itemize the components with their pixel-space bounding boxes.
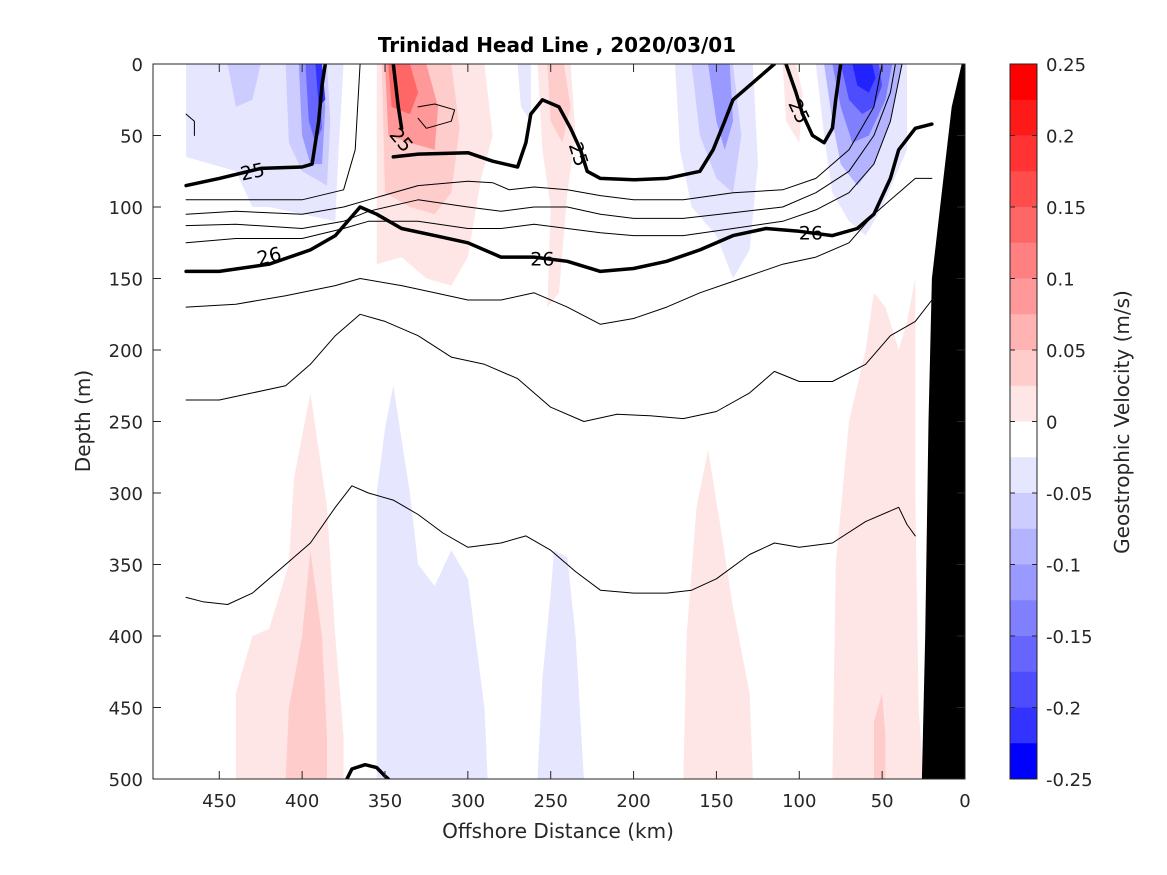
velocity-region-1 [227, 64, 261, 107]
x-tick-label-150: 150 [699, 791, 733, 812]
density-contour-2 [391, 64, 777, 182]
velocity-region-25 [376, 385, 488, 779]
x-tick-label-100: 100 [782, 791, 816, 812]
colorbar-level-1 [1010, 99, 1037, 136]
density-contour-0 [184, 64, 328, 188]
colorbar-label: Geostrophic Velocity (m/s) [1110, 290, 1134, 554]
colorbar-level-12 [1010, 493, 1037, 530]
y-tick-label-0: 0 [132, 55, 143, 76]
x-tick-label-300: 300 [451, 791, 485, 812]
colorbar-tick-label-4: 0.05 [1046, 341, 1086, 362]
x-tick-label-250: 250 [534, 791, 568, 812]
velocity-region-28 [832, 278, 924, 779]
y-tick-label-150: 150 [109, 270, 143, 291]
colorbar-tick-label-6: -0.05 [1046, 484, 1093, 505]
colorbar-level-4 [1010, 207, 1037, 244]
colorbar-level-13 [1010, 528, 1037, 565]
colorbar: 0.25 0.2 0.15 0.1 0.05 0 -0.05 -0.1 -0.15 -0.2 -0.… [1009, 55, 1134, 791]
colorbar-tick-label-7: -0.1 [1046, 556, 1081, 577]
y-tick-label-350: 350 [109, 556, 143, 577]
y-tick-label-450: 450 [109, 699, 143, 720]
velocity-region-12 [547, 64, 571, 143]
contour-label-text: 26 [530, 249, 554, 271]
density-contour-9 [185, 64, 903, 244]
colorbar-tick-label-9: -0.2 [1046, 699, 1081, 720]
chart-title: Trinidad Head Line , 2020/03/01 [378, 33, 736, 57]
velocity-region-27 [683, 450, 753, 779]
colorbar-level-3 [1010, 171, 1037, 208]
colorbar-level-18 [1010, 707, 1037, 744]
colorbar-tick-label-5: 0 [1046, 413, 1057, 434]
colorbar-level-6 [1010, 278, 1037, 315]
density-contour-11 [185, 177, 933, 325]
colorbar-tick-label-1: 0.2 [1046, 127, 1075, 148]
density-contour-14 [345, 762, 391, 779]
density-contour-7 [185, 64, 883, 215]
colorbar-tick-label-2: 0.15 [1046, 198, 1086, 219]
x-tick-label-50: 50 [871, 791, 894, 812]
contour-label-6: 26 [799, 223, 823, 245]
y-axis: 0 50 100 150 200 250 300 350 400 450 500 [109, 55, 965, 791]
y-tick-label-50: 50 [120, 127, 143, 148]
x-tick-label-450: 450 [202, 791, 236, 812]
colorbar-level-17 [1010, 671, 1037, 708]
density-contour-3 [784, 64, 843, 145]
colorbar-level-8 [1010, 350, 1037, 387]
y-axis-label: Depth (m) [71, 370, 95, 472]
velocity-region-17 [708, 64, 733, 150]
x-axis: 450 400 350 300 250 200 150 100 50 0 [202, 64, 971, 812]
velocity-region-29 [873, 693, 886, 779]
y-tick-label-400: 400 [109, 627, 143, 648]
colorbar-levels [1010, 64, 1037, 780]
colorbar-level-19 [1010, 743, 1037, 780]
density-contour-13 [185, 485, 916, 605]
colorbar-level-14 [1010, 564, 1037, 601]
y-tick-label-200: 200 [109, 341, 143, 362]
contour-label-text: 25 [238, 159, 266, 186]
y-tick-label-500: 500 [109, 770, 143, 791]
colorbar-level-5 [1010, 242, 1037, 279]
density-contour-6 [185, 64, 361, 201]
contour-label-5: 26 [530, 249, 554, 271]
density-contour-4 [185, 113, 195, 136]
x-tick-label-400: 400 [285, 791, 319, 812]
velocity-region-14 [782, 64, 803, 143]
density-contour-10 [184, 122, 934, 274]
velocity-region-13 [517, 64, 531, 122]
x-tick-label-350: 350 [368, 791, 402, 812]
colorbar-level-2 [1010, 135, 1037, 172]
bathymetry [921, 64, 965, 779]
density-contours [184, 64, 946, 779]
seafloor [921, 64, 965, 779]
colorbar-level-16 [1010, 636, 1037, 673]
density-contour-12 [185, 285, 946, 422]
contour-label-text: 26 [799, 223, 823, 245]
density-contour-1 [391, 64, 404, 131]
colorbar-tick-label-10: -0.25 [1046, 770, 1093, 791]
colorbar-level-0 [1010, 64, 1037, 101]
colorbar-level-7 [1010, 314, 1037, 351]
y-tick-label-100: 100 [109, 198, 143, 219]
colorbar-level-15 [1010, 600, 1037, 637]
colorbar-level-9 [1010, 385, 1037, 422]
velocity-region-24 [285, 550, 327, 779]
y-tick-label-250: 250 [109, 413, 143, 434]
colorbar-ticks: 0.25 0.2 0.15 0.1 0.05 0 -0.05 -0.1 -0.15 -0.2 -0.… [1010, 55, 1093, 791]
colorbar-tick-label-0: 0.25 [1046, 55, 1086, 76]
colorbar-tick-label-3: 0.1 [1046, 270, 1075, 291]
contour-label-0: 25 [238, 159, 266, 186]
colorbar-level-11 [1010, 457, 1037, 494]
colorbar-tick-label-8: -0.15 [1046, 627, 1093, 648]
y-tick-label-300: 300 [109, 484, 143, 505]
x-tick-label-0: 0 [959, 791, 970, 812]
velocity-region-22 [852, 64, 876, 93]
x-axis-label: Offshore Distance (km) [442, 819, 674, 843]
density-contour-5 [417, 103, 456, 129]
x-tick-label-200: 200 [616, 791, 650, 812]
velocity-region-26 [537, 550, 584, 779]
colorbar-level-10 [1010, 421, 1037, 458]
